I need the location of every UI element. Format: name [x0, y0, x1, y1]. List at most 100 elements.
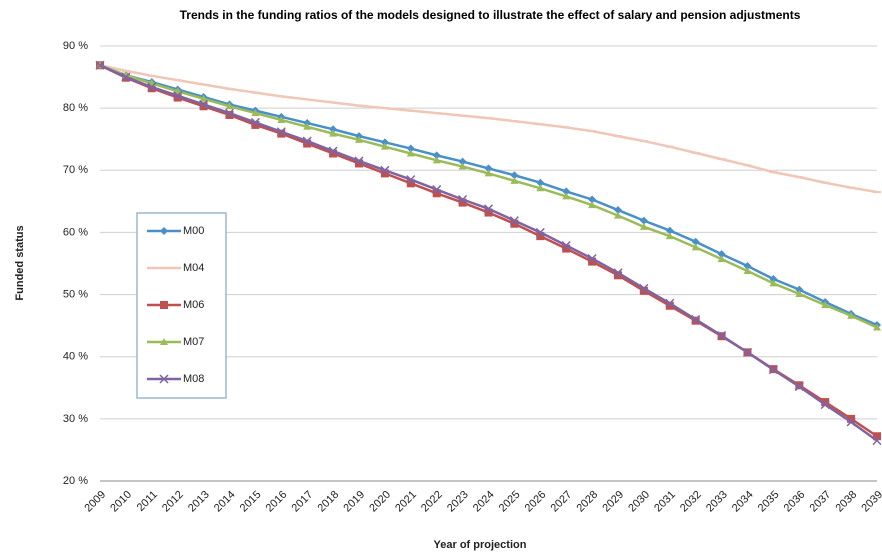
point — [199, 99, 209, 109]
x-tick-label: 2021 — [393, 489, 419, 515]
point — [355, 135, 363, 143]
point — [795, 289, 804, 297]
point — [277, 115, 286, 123]
legend-label: M06 — [183, 299, 204, 311]
x-tick-label: 2029 — [600, 489, 626, 515]
point — [354, 156, 364, 166]
point — [329, 149, 338, 158]
point — [768, 365, 778, 375]
point — [277, 129, 286, 138]
x-tick-label: 2019 — [341, 489, 367, 515]
point — [458, 194, 468, 205]
x-tick-label: 2020 — [367, 489, 393, 515]
point — [588, 257, 597, 266]
x-tick-label: 2024 — [471, 489, 497, 515]
point — [432, 151, 441, 160]
y-axis-label: Funded status — [14, 225, 26, 300]
x-tick-label: 2033 — [704, 489, 730, 515]
point — [173, 87, 182, 95]
y-tick-label: 50 % — [63, 288, 88, 300]
point — [691, 314, 701, 324]
point — [199, 94, 208, 102]
point — [250, 117, 260, 127]
point — [458, 198, 467, 207]
point — [639, 283, 649, 293]
point — [613, 268, 623, 278]
chart-title: Trends in the funding ratios of the mode… — [179, 8, 801, 22]
point — [173, 93, 182, 102]
point — [691, 237, 700, 246]
x-tick-label: 2013 — [186, 489, 212, 515]
x-tick-label: 2017 — [290, 489, 316, 515]
legend-marker — [159, 374, 169, 384]
point — [510, 219, 519, 228]
legend-marker — [160, 338, 168, 345]
point — [458, 162, 467, 170]
point — [303, 122, 312, 130]
point — [406, 144, 415, 153]
x-tick-label: 2026 — [523, 489, 549, 515]
point — [406, 179, 415, 188]
point — [432, 156, 441, 164]
point — [484, 169, 493, 177]
point — [588, 195, 597, 204]
point — [742, 347, 753, 357]
point — [251, 120, 260, 129]
legend-label: M04 — [183, 262, 204, 274]
point — [380, 169, 389, 178]
point — [873, 323, 881, 331]
point — [225, 110, 234, 119]
point — [147, 82, 157, 92]
x-tick-label: 2039 — [859, 489, 882, 515]
point — [536, 178, 545, 187]
x-tick-label: 2027 — [549, 489, 575, 515]
point — [821, 301, 830, 309]
point — [872, 436, 882, 446]
point — [225, 102, 234, 110]
legend-label: M07 — [183, 336, 204, 348]
y-tick-label: 70 % — [63, 164, 88, 176]
point — [121, 72, 131, 82]
point — [329, 129, 338, 137]
point — [432, 189, 441, 198]
point — [355, 159, 363, 168]
x-tick-label: 2025 — [497, 489, 523, 515]
point — [562, 244, 571, 253]
point — [847, 414, 856, 423]
x-tick-label: 2038 — [833, 489, 859, 515]
x-tick-label: 2016 — [264, 489, 290, 515]
point — [562, 187, 571, 196]
x-tick-label: 2037 — [808, 489, 834, 515]
x-tick-label: 2018 — [315, 489, 341, 515]
point — [691, 243, 700, 251]
point — [380, 138, 389, 147]
point — [173, 91, 183, 101]
point — [483, 204, 494, 214]
point — [302, 136, 312, 146]
y-tick-label: 30 % — [63, 413, 88, 425]
point — [380, 165, 390, 175]
x-tick-label: 2034 — [730, 489, 756, 515]
x-tick-label: 2015 — [238, 489, 264, 515]
point — [665, 301, 674, 310]
point — [769, 279, 778, 287]
x-tick-label: 2036 — [782, 489, 808, 515]
y-tick-label: 20 % — [63, 475, 88, 487]
point — [614, 271, 622, 280]
point — [614, 206, 622, 215]
point — [665, 298, 675, 308]
point — [639, 286, 648, 295]
point — [795, 285, 804, 294]
point — [794, 382, 804, 392]
point — [535, 227, 545, 237]
point — [509, 216, 519, 226]
y-tick-label: 90 % — [63, 40, 88, 52]
point — [95, 60, 105, 70]
point — [484, 208, 493, 217]
legend-label: M00 — [183, 225, 204, 237]
x-tick-label: 2014 — [212, 489, 238, 515]
x-tick-label: 2011 — [135, 489, 160, 514]
legend-label: M08 — [183, 373, 204, 385]
